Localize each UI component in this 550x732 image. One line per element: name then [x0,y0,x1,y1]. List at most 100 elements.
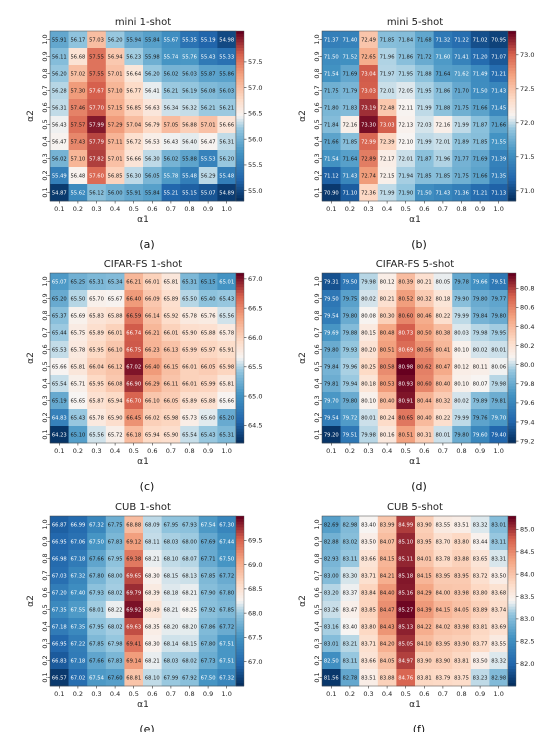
colorbar-segment [508,59,516,63]
y-axis-label: α2 [298,352,308,364]
heatmap-cell [180,635,200,653]
colorbar-segment [508,626,516,630]
x-tick-label: 0.1 [326,447,336,455]
colorbar-segment [508,437,516,441]
colorbar-segment [508,550,516,554]
cell-value-label: 71.99 [417,106,432,112]
cell-value-label: 66.08 [108,382,123,388]
panel-mini-1-shot: mini 1-shot α1 α2 (a) 55.91 56.17 57.03 56.… [26,17,262,251]
cell-value-label: 68.15 [163,574,178,580]
colorbar-segment [508,113,516,117]
heatmap-cell [396,584,416,602]
colorbar-segment [508,567,516,571]
colorbar-segment [508,164,516,168]
heatmap-cell [143,550,162,568]
x-axis-label: α1 [137,215,149,225]
cell-value-label: 55.84 [145,191,161,197]
heatmap-cell [68,358,88,376]
colorbar-segment [236,329,244,333]
colorbar-segment [236,332,244,336]
heatmap-cell [340,358,360,376]
heatmap-cell [489,65,509,83]
heatmap-cell [105,652,125,670]
colorbar-segment [236,555,244,559]
heatmap-cell [452,567,472,585]
colorbar: 64.565.065.566.066.567.0 [235,272,262,444]
heatmap-cell [87,341,107,359]
cell-value-label: 72.15 [380,174,395,180]
colorbar-segment [236,278,244,282]
cell-value-label: 71.66 [473,174,488,180]
colorbar-frame [235,30,245,202]
colorbar-segment [236,184,244,188]
heatmap-cells: 65.07 65.25 65.31 65.34 66.21 66.01 65.81 65.31… [49,272,237,444]
heatmap-cell [87,358,107,376]
heatmap-cell [161,635,181,653]
colorbar-segment [508,426,516,430]
cell-value-label: 83.50 [491,574,506,580]
y-tick-label: 0.6 [313,344,321,354]
heatmap-cell [124,48,144,66]
cell-value-label: 83.78 [435,557,450,563]
heatmap-cell [415,533,434,551]
heatmap-cell [470,150,490,168]
colorbar-segment [236,312,244,316]
colorbar-segment [508,561,516,565]
colorbar-segment [236,654,244,659]
cell-value-label: 79.40 [491,433,506,439]
cell-value-label: 65.53 [52,348,67,354]
cell-value-label: 83.11 [491,540,506,546]
heatmap-cell [340,290,360,308]
colorbar-segment [236,346,244,350]
x-tick-label: 0.4 [382,447,392,455]
cell-value-label: 71.43 [342,174,357,180]
colorbar-segment [508,403,516,407]
colorbar-segment [236,380,244,384]
colorbar-segment [508,592,516,596]
cell-value-label: 68.30 [145,642,160,648]
heatmap-cell [87,290,107,308]
panel-title: mini 1-shot [115,17,171,28]
colorbar-segment [236,82,244,86]
cell-value-label: 83.32 [491,659,506,665]
cell-value-label: 83.30 [342,574,357,580]
colorbar-segment [508,392,516,396]
heatmap-cell [377,618,397,636]
colorbar-segment [508,369,516,373]
colorbar-tick-label: 73.0 [520,51,534,59]
colorbar-segment [236,324,244,328]
heatmap-cell [322,167,341,185]
heatmap-cell [198,341,218,359]
heatmap-cell [470,99,490,117]
cell-value-label: 83.71 [361,642,376,648]
y-tick-label: 0.8 [41,310,49,320]
heatmap-cell [124,341,144,359]
heatmap-cell [415,290,434,308]
colorbar-segment [236,147,244,151]
colorbar-segment [236,96,244,100]
heatmap-cell [105,65,125,83]
heatmap-cell [396,516,416,534]
colorbar-segment [236,524,244,528]
heatmap-cell [322,669,341,687]
colorbar-segment [508,372,516,376]
cell-value-label: 71.70 [454,89,469,95]
cell-value-label: 65.20 [52,297,67,303]
heatmap-cell [359,533,379,551]
heatmap-cell [124,184,144,202]
heatmap-cell [161,550,181,568]
heatmap-cell [161,516,181,534]
heatmap-cell [124,99,144,117]
panel-title: CIFAR-FS 1-shot [104,259,182,270]
y-tick-label: 0.4 [313,621,321,631]
colorbar-segment [508,620,516,625]
heatmap-cell [124,516,144,534]
heatmap-cell [161,426,181,444]
colorbar-segment [508,101,516,106]
x-tick-label: 0.2 [73,447,83,455]
heatmap-cell [124,133,144,151]
heatmap-cell [124,618,144,636]
heatmap-cell [433,324,453,342]
cell-value-label: 67.51 [219,642,234,648]
